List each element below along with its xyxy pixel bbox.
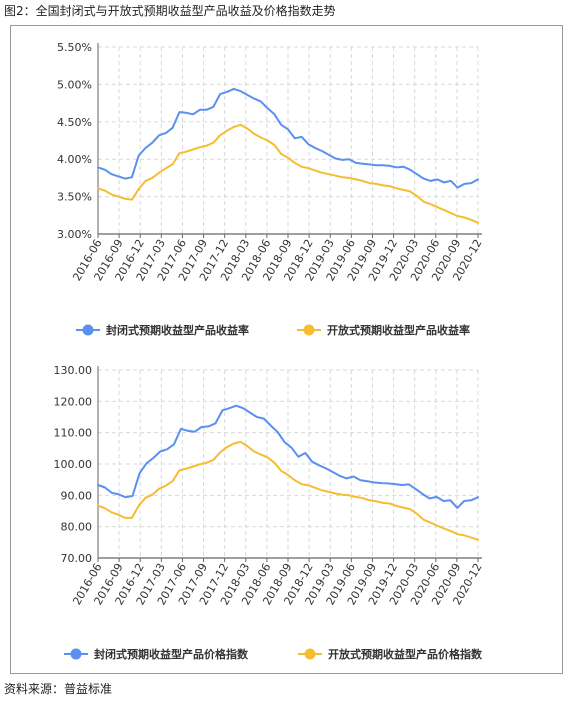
chart-2: 70.0080.0090.00100.00110.00120.00130.002… — [54, 364, 485, 661]
legend-swatch-dot — [303, 324, 315, 336]
chart-1: 3.00%3.50%4.00%4.50%5.00%5.50%2016-06201… — [57, 41, 485, 337]
y-tick-label: 80.00 — [61, 521, 93, 534]
legend-label: 开放式预期收益型产品价格指数 — [328, 647, 483, 661]
legend-swatch-dot — [82, 324, 94, 336]
y-tick-label: 130.00 — [54, 364, 93, 377]
series-line-open — [97, 123, 479, 224]
y-tick-label: 3.50% — [57, 191, 92, 204]
legend-swatch-dot — [304, 648, 316, 660]
y-tick-label: 70.00 — [61, 552, 93, 565]
y-tick-label: 110.00 — [54, 427, 93, 440]
legend-swatch-dot — [70, 648, 82, 660]
y-tick-label: 5.00% — [57, 78, 92, 91]
chart-frame — [10, 25, 563, 674]
y-tick-label: 120.00 — [54, 395, 93, 408]
y-tick-label: 5.50% — [57, 41, 92, 54]
y-tick-label: 100.00 — [54, 458, 93, 471]
series-line-closed — [97, 404, 479, 509]
y-tick-label: 4.50% — [57, 116, 92, 129]
figure-title: 图2：全国封闭式与开放式预期收益型产品收益及价格指数走势 — [4, 4, 336, 18]
series-line-closed — [97, 87, 479, 189]
legend-label: 封闭式预期收益型产品价格指数 — [94, 647, 249, 661]
y-tick-label: 90.00 — [61, 489, 93, 502]
legend-label: 开放式预期收益型产品收益率 — [327, 323, 470, 337]
legend-label: 封闭式预期收益型产品收益率 — [106, 323, 249, 337]
series-line-open — [97, 440, 479, 541]
y-tick-label: 4.00% — [57, 153, 92, 166]
y-tick-label: 3.00% — [57, 228, 92, 241]
source-note: 资料来源：普益标准 — [4, 682, 113, 696]
